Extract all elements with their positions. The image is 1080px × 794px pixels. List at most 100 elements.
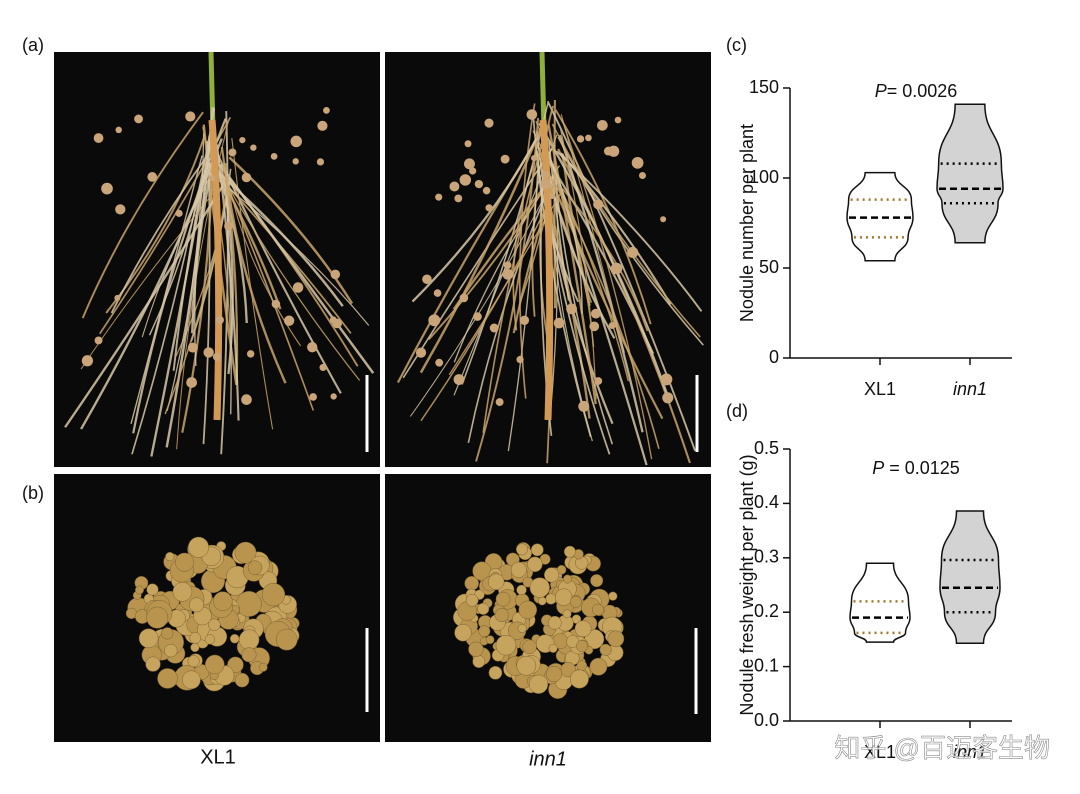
root bbox=[208, 172, 370, 326]
p-symbol: P bbox=[875, 81, 887, 101]
panel-label: (c) bbox=[726, 35, 747, 55]
nodule bbox=[234, 541, 257, 564]
nodule bbox=[204, 634, 216, 645]
root bbox=[131, 108, 216, 455]
root bbox=[561, 187, 649, 332]
root-nodule bbox=[593, 199, 604, 210]
y-tick-label: 0.3 bbox=[754, 547, 779, 567]
nodule bbox=[516, 584, 527, 596]
nodule bbox=[537, 596, 547, 606]
photos bbox=[54, 51, 711, 742]
root-nodule bbox=[250, 144, 257, 151]
root-nodule bbox=[495, 398, 504, 407]
root-nodule bbox=[603, 146, 613, 156]
x-tick-label: inn1 bbox=[953, 742, 987, 762]
y-tick-label: 50 bbox=[759, 257, 779, 277]
root-nodule bbox=[453, 374, 465, 385]
nodule bbox=[275, 628, 298, 651]
root-nodule bbox=[115, 126, 122, 134]
root bbox=[536, 144, 664, 420]
nodule bbox=[545, 665, 563, 683]
root bbox=[538, 122, 672, 404]
root-nodule bbox=[516, 355, 524, 364]
root-nodule bbox=[115, 204, 126, 215]
y-tick-label: 0.2 bbox=[754, 601, 779, 621]
root bbox=[560, 129, 597, 400]
nodule bbox=[570, 595, 582, 608]
root bbox=[546, 100, 696, 452]
nodule bbox=[241, 647, 257, 663]
root-nodule bbox=[435, 358, 444, 367]
violin-body bbox=[939, 510, 1001, 644]
root-nodule bbox=[241, 394, 252, 405]
root-nodule bbox=[484, 118, 494, 128]
root-nodule bbox=[660, 216, 667, 223]
root bbox=[64, 185, 224, 428]
root-nodule bbox=[464, 158, 475, 170]
root-nodule bbox=[519, 315, 530, 325]
root bbox=[227, 175, 375, 374]
root-nodule bbox=[449, 181, 460, 192]
root-nodule bbox=[526, 109, 538, 120]
root-nodule bbox=[549, 192, 556, 199]
nodule bbox=[589, 657, 608, 676]
nodule bbox=[468, 641, 484, 657]
root bbox=[420, 184, 558, 422]
root-nodule bbox=[241, 172, 252, 183]
nodule bbox=[590, 574, 604, 588]
root-nodule bbox=[101, 182, 113, 195]
root bbox=[475, 117, 540, 462]
root-nodule bbox=[307, 342, 318, 353]
root-nodule bbox=[224, 221, 234, 231]
y-tick-label: 0.1 bbox=[754, 655, 779, 675]
root-nodule bbox=[415, 347, 427, 358]
y-tick-label: 150 bbox=[749, 77, 779, 97]
nodule bbox=[548, 643, 558, 653]
y-tick-label: 0.0 bbox=[754, 710, 779, 730]
nodule bbox=[487, 573, 505, 591]
root-nodule bbox=[589, 321, 600, 332]
root bbox=[226, 186, 315, 411]
violin-body bbox=[849, 562, 911, 643]
nodule bbox=[608, 591, 618, 601]
root-nodule bbox=[485, 204, 493, 212]
root-nodule bbox=[627, 246, 639, 259]
nodule bbox=[138, 628, 159, 649]
nodule bbox=[478, 625, 491, 638]
root-nodule bbox=[459, 293, 469, 303]
nodule bbox=[522, 639, 537, 654]
root bbox=[419, 118, 546, 374]
photo-nodule-inn1 bbox=[385, 474, 711, 742]
root bbox=[219, 163, 234, 375]
violin-body bbox=[936, 103, 1004, 244]
y-tick-label: 100 bbox=[749, 167, 779, 187]
nodule bbox=[190, 642, 200, 653]
root-nodule bbox=[330, 393, 337, 400]
p-symbol: P bbox=[872, 458, 884, 478]
nodule bbox=[517, 623, 527, 633]
nodule bbox=[175, 552, 194, 572]
root-nodule bbox=[660, 373, 673, 386]
root-nodule bbox=[208, 174, 216, 182]
root-nodule bbox=[662, 392, 674, 404]
nodule bbox=[213, 591, 233, 611]
root bbox=[428, 179, 550, 341]
root-nodule bbox=[332, 318, 342, 329]
root bbox=[547, 124, 597, 405]
nodule bbox=[591, 603, 604, 616]
taproot bbox=[208, 119, 223, 421]
nodule bbox=[258, 662, 268, 672]
nodule bbox=[161, 627, 174, 640]
root-nodule bbox=[270, 153, 278, 160]
panel-label: (d) bbox=[726, 401, 748, 421]
nodule bbox=[465, 593, 479, 607]
taproot bbox=[539, 119, 554, 421]
nodule bbox=[544, 567, 560, 583]
root bbox=[218, 169, 361, 381]
nodule bbox=[477, 602, 490, 615]
root-nodule bbox=[422, 274, 432, 285]
nodule bbox=[607, 630, 625, 648]
nodule bbox=[563, 545, 576, 558]
root-nodule bbox=[594, 377, 603, 385]
root-nodule bbox=[454, 194, 463, 203]
